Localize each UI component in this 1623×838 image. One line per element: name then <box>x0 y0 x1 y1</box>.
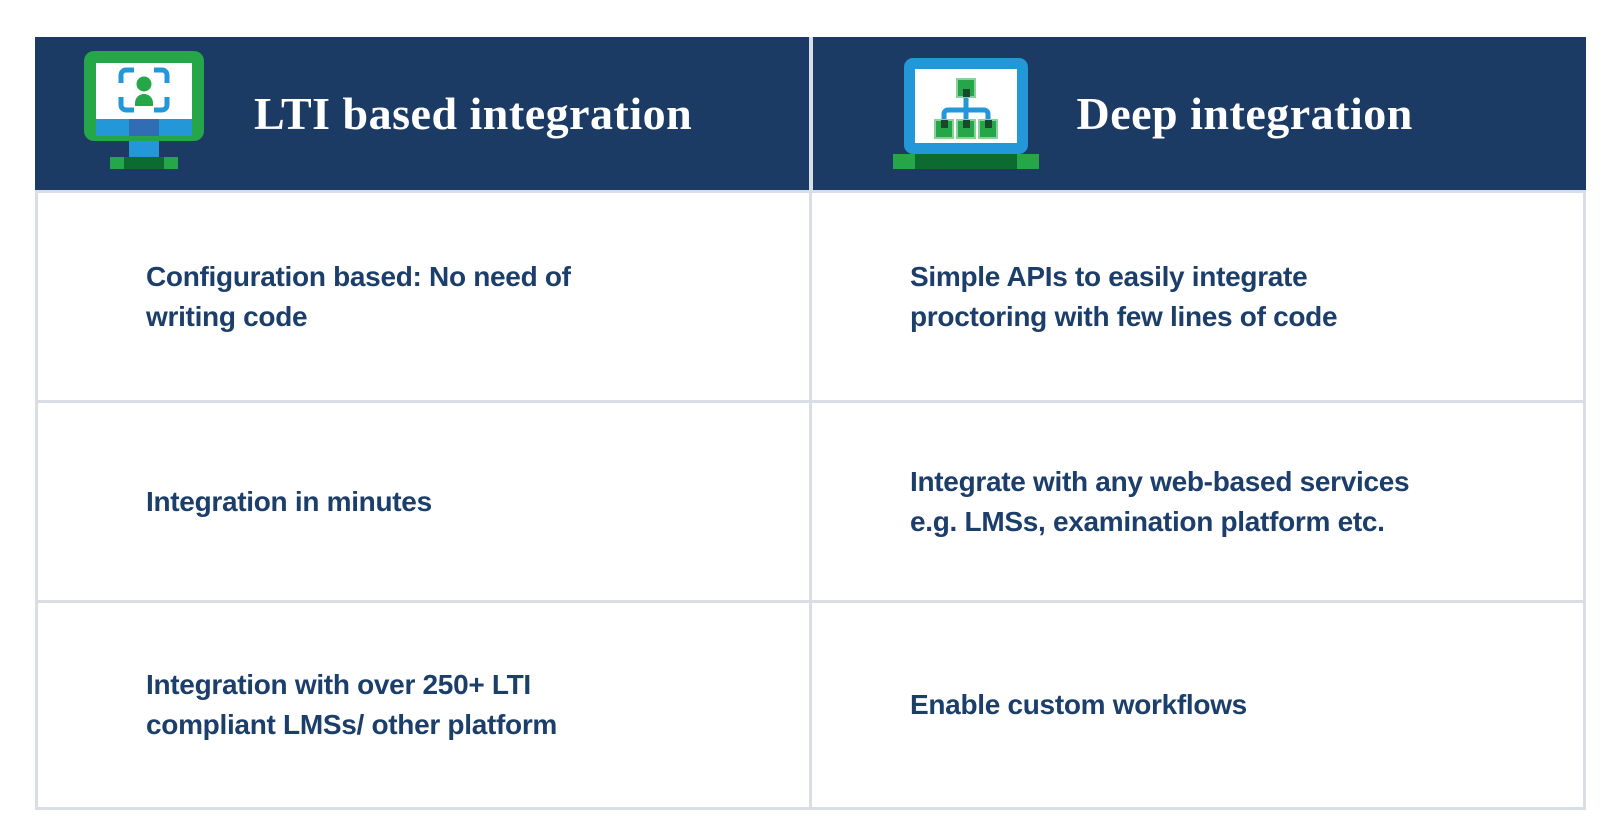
table-cell: Integration with over 250+ LTI compliant… <box>38 603 809 807</box>
column-title: Deep integration <box>1076 88 1413 139</box>
laptop-hierarchy-icon <box>891 56 1041 171</box>
monitor-user-scan-icon <box>81 48 207 180</box>
cell-text: Integrate with any web-based services e.… <box>910 465 1410 537</box>
comparison-table: LTI based integration <box>35 37 1586 810</box>
cell-text: Enable custom workflows <box>910 689 1247 720</box>
table-body: Configuration based: No need of writing … <box>35 190 1586 810</box>
header-cell-lti: LTI based integration <box>35 37 809 190</box>
table-cell: Enable custom workflows <box>812 603 1583 807</box>
table-cell: Integration in minutes <box>38 403 809 600</box>
cell-text: Integration with over 250+ LTI compliant… <box>146 669 558 740</box>
table-cell: Configuration based: No need of writing … <box>38 193 809 400</box>
header-cell-deep: Deep integration <box>812 37 1586 190</box>
column-title: LTI based integration <box>254 88 693 139</box>
cell-text: Simple APIs to easily integrate proctori… <box>910 260 1338 332</box>
table-cell: Simple APIs to easily integrate proctori… <box>812 193 1583 400</box>
cell-text: Integration in minutes <box>146 485 432 517</box>
cell-text: Configuration based: No need of writing … <box>146 260 571 332</box>
table-cell: Integrate with any web-based services e.… <box>812 403 1583 600</box>
header-row: LTI based integration <box>35 37 1586 190</box>
